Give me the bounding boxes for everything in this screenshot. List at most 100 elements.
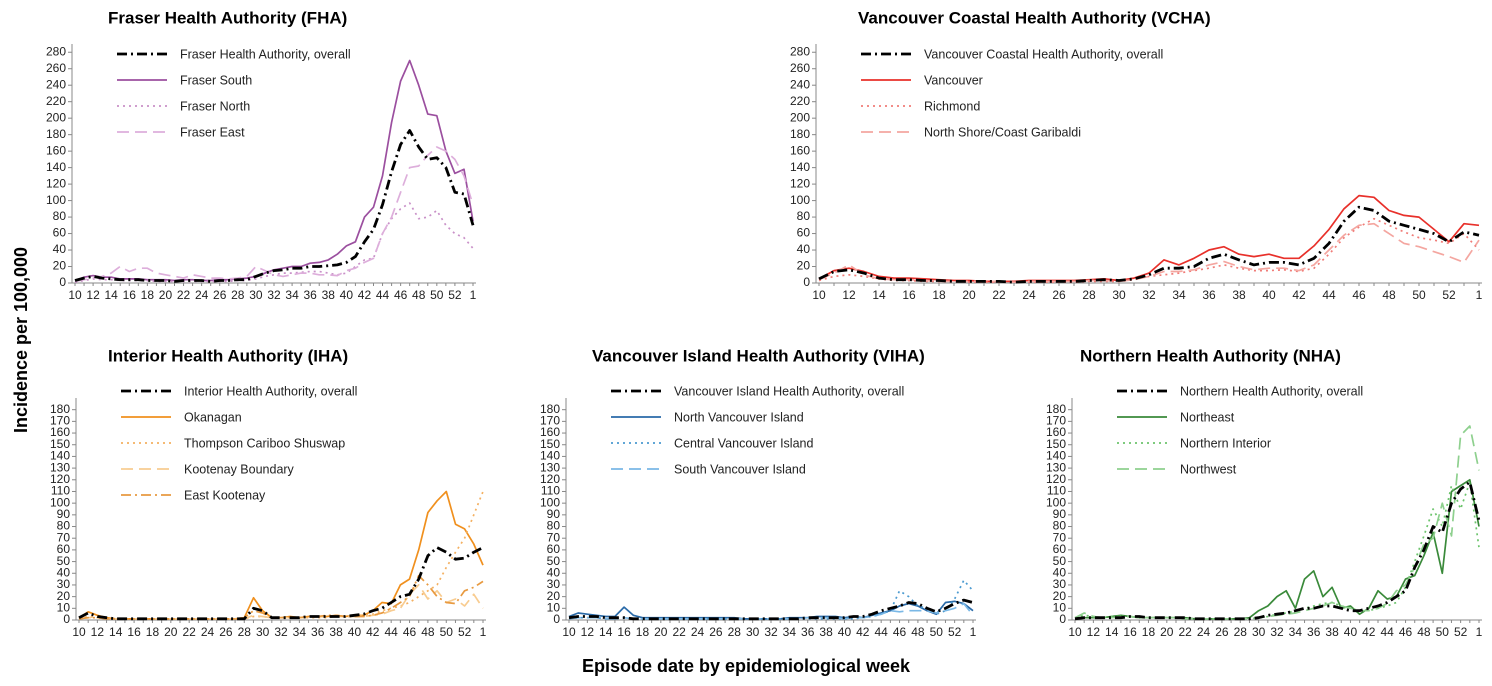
y-tick-label: 40 <box>547 565 561 579</box>
x-tick-label: 22 <box>673 625 687 639</box>
x-tick-label: 28 <box>1082 288 1096 302</box>
x-tick-label: 36 <box>304 288 318 302</box>
x-tick-label: 32 <box>274 625 288 639</box>
x-tick-label: 28 <box>231 288 245 302</box>
y-tick-label: 0 <box>59 275 66 289</box>
x-tick-label: 52 <box>1442 288 1456 302</box>
x-tick-label: 38 <box>329 625 343 639</box>
y-tick-label: 20 <box>53 259 67 273</box>
x-tick-label: 42 <box>1362 625 1376 639</box>
x-tick-label: 24 <box>195 288 209 302</box>
series-line <box>78 491 484 620</box>
series-line <box>74 146 474 283</box>
y-tick-label: 140 <box>790 160 810 174</box>
y-tick-label: 160 <box>540 425 560 439</box>
x-tick-label: 28 <box>1234 625 1248 639</box>
legend-label: North Vancouver Island <box>674 410 804 424</box>
x-tick-label: 38 <box>322 288 336 302</box>
series-line <box>78 546 484 621</box>
y-tick-label: 160 <box>46 143 66 157</box>
y-tick-label: 170 <box>1046 414 1066 428</box>
x-tick-label: 10 <box>72 625 86 639</box>
x-tick-label: 10 <box>1068 625 1082 639</box>
x-tick-label: 1 <box>480 625 487 639</box>
y-tick-label: 0 <box>63 612 70 626</box>
y-tick-label: 170 <box>50 414 70 428</box>
x-tick-label: 1 <box>1476 288 1483 302</box>
y-tick-label: 240 <box>790 77 810 91</box>
legend-label: Fraser North <box>180 99 250 113</box>
x-tick-label: 16 <box>127 625 141 639</box>
x-tick-label: 22 <box>1179 625 1193 639</box>
x-tick-label: 44 <box>1381 625 1395 639</box>
x-tick-label: 44 <box>875 625 889 639</box>
y-tick-label: 30 <box>1053 577 1067 591</box>
series-line <box>1074 480 1481 621</box>
x-tick-label: 14 <box>1105 625 1119 639</box>
x-tick-label: 14 <box>109 625 123 639</box>
legend-label: North Shore/Coast Garibaldi <box>924 125 1081 139</box>
x-tick-label: 12 <box>86 288 100 302</box>
x-tick-label: 22 <box>177 288 191 302</box>
series-line <box>818 222 1480 284</box>
y-tick-label: 90 <box>57 507 71 521</box>
x-tick-label: 46 <box>1399 625 1413 639</box>
y-tick-label: 240 <box>46 77 66 91</box>
y-tick-label: 20 <box>1053 589 1067 603</box>
x-tick-label: 32 <box>1142 288 1156 302</box>
y-tick-label: 110 <box>541 484 560 498</box>
y-tick-label: 100 <box>790 193 810 207</box>
series-line <box>818 194 1480 283</box>
legend-label: Richmond <box>924 99 980 113</box>
y-tick-label: 50 <box>547 554 561 568</box>
x-tick-label: 24 <box>691 625 705 639</box>
y-tick-label: 90 <box>547 507 561 521</box>
x-tick-label: 12 <box>91 625 105 639</box>
x-tick-label: 40 <box>838 625 852 639</box>
y-tick-label: 100 <box>1046 495 1066 509</box>
series-line <box>568 598 974 621</box>
legend-label: Northeast <box>1180 410 1235 424</box>
y-tick-label: 40 <box>57 565 71 579</box>
y-tick-label: 140 <box>46 160 66 174</box>
x-tick-label: 16 <box>123 288 137 302</box>
x-tick-label: 40 <box>1262 288 1276 302</box>
y-tick-label: 90 <box>1053 507 1067 521</box>
x-tick-label: 48 <box>1417 625 1431 639</box>
y-tick-label: 140 <box>540 449 560 463</box>
x-tick-label: 28 <box>238 625 252 639</box>
x-tick-label: 24 <box>201 625 215 639</box>
x-tick-label: 40 <box>340 288 354 302</box>
legend-label: Thompson Cariboo Shuswap <box>184 436 345 450</box>
x-tick-label: 22 <box>992 288 1006 302</box>
legend-label: Vancouver <box>924 73 983 87</box>
x-tick-label: 20 <box>962 288 976 302</box>
y-tick-label: 280 <box>46 44 66 58</box>
y-tick-label: 220 <box>46 94 66 108</box>
x-tick-label: 48 <box>421 625 435 639</box>
legend-label: Interior Health Authority, overall <box>184 384 357 398</box>
x-tick-label: 42 <box>358 288 372 302</box>
y-tick-label: 120 <box>46 176 66 190</box>
x-tick-label: 22 <box>183 625 197 639</box>
x-tick-label: 10 <box>812 288 826 302</box>
legend-label: Kootenay Boundary <box>184 462 295 476</box>
y-tick-label: 140 <box>1046 449 1066 463</box>
y-tick-label: 280 <box>790 44 810 58</box>
x-tick-label: 16 <box>617 625 631 639</box>
y-tick-label: 200 <box>790 110 810 124</box>
x-tick-label: 38 <box>1325 625 1339 639</box>
y-tick-label: 180 <box>790 127 810 141</box>
x-tick-label: 24 <box>1197 625 1211 639</box>
y-tick-label: 110 <box>51 484 70 498</box>
y-tick-label: 80 <box>797 209 811 223</box>
y-tick-label: 40 <box>1053 565 1067 579</box>
x-tick-label: 10 <box>68 288 82 302</box>
legend-label: Fraser Health Authority, overall <box>180 47 351 61</box>
legend-label: Vancouver Coastal Health Authority, over… <box>924 47 1163 61</box>
y-tick-label: 100 <box>540 495 560 509</box>
series-line <box>78 584 484 620</box>
x-tick-label: 1 <box>470 288 477 302</box>
series-line <box>78 490 484 620</box>
legend-label: Okanagan <box>184 410 242 424</box>
